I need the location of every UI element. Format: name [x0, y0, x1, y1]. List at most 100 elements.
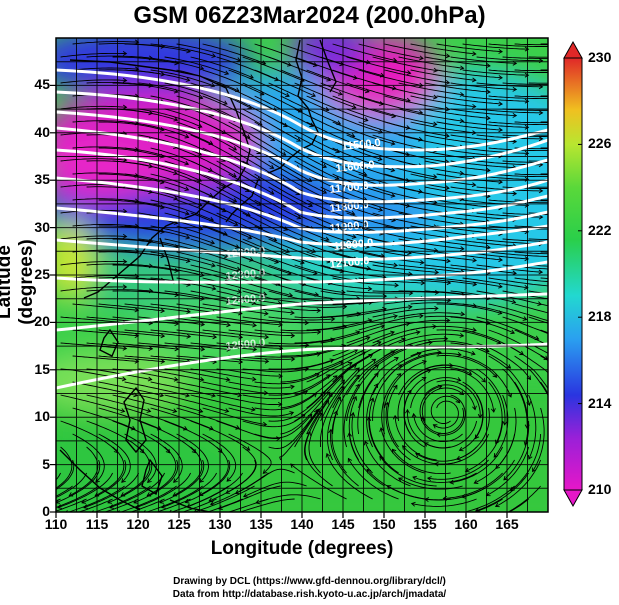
streamline-arrow: [551, 254, 554, 258]
streamline-arrow: [264, 310, 269, 316]
streamline-arrow: [251, 376, 257, 382]
streamline: [410, 199, 476, 212]
streamline-arrow: [160, 333, 166, 339]
streamline-arrow: [591, 157, 595, 161]
streamline-arrow: [459, 332, 465, 338]
streamline: [254, 373, 320, 385]
streamline-arrow: [371, 358, 377, 363]
streamline: [346, 290, 413, 294]
streamline: [528, 56, 548, 58]
streamline-arrow: [511, 299, 517, 305]
streamline-arrow: [173, 478, 178, 483]
height-contour: [56, 206, 548, 247]
streamline: [410, 348, 476, 357]
streamline-arrow: [470, 350, 476, 356]
streamline: [98, 303, 165, 312]
height-contour: [56, 342, 548, 390]
streamline-arrow: [584, 368, 588, 372]
streamline: [462, 173, 529, 180]
streamline: [421, 387, 464, 422]
streamline: [384, 43, 450, 57]
streamline: [320, 238, 385, 257]
streamline-arrow: [139, 448, 145, 454]
streamline-arrow: [524, 72, 530, 78]
streamline: [502, 108, 548, 111]
streamline-arrow: [591, 293, 595, 297]
streamline: [164, 264, 230, 280]
streamline: [208, 459, 257, 502]
streamline-arrow: [412, 475, 417, 481]
streamline-arrow: [255, 499, 261, 505]
streamline-arrow: [245, 187, 250, 193]
streamline-arrow: [160, 308, 166, 314]
streamline-arrow: [173, 116, 179, 122]
streamline: [358, 315, 423, 331]
streamline-arrow: [538, 136, 544, 142]
streamline-arrow: [408, 304, 413, 310]
streamline-arrow: [512, 139, 518, 144]
streamline-arrow: [538, 110, 544, 116]
streamline: [450, 446, 503, 484]
streamline: [254, 69, 316, 97]
streamline-arrow: [415, 452, 420, 458]
streamline: [348, 458, 399, 500]
contour-label: 12200.0: [225, 245, 266, 261]
streamline-arrow: [211, 53, 217, 58]
streamline-arrow: [551, 70, 554, 74]
streamline-arrow: [551, 97, 554, 101]
streamline-arrow: [290, 356, 296, 362]
y-tick-label: 30: [34, 218, 50, 235]
streamline: [450, 368, 495, 413]
streamline-arrow: [405, 178, 411, 183]
x-tick-label: 160: [454, 516, 478, 532]
streamline: [280, 121, 340, 153]
streamline: [326, 453, 373, 500]
streamline: [280, 95, 341, 125]
streamline-arrow: [506, 364, 512, 369]
streamline-arrow: [347, 432, 352, 437]
streamline-arrow: [445, 133, 450, 139]
streamline: [193, 485, 255, 512]
streamline: [437, 394, 466, 436]
streamline: [242, 186, 301, 219]
streamline: [202, 173, 262, 206]
streamline: [60, 52, 127, 58]
streamline: [346, 322, 410, 344]
streamline-arrow: [200, 346, 206, 352]
streamline-arrow: [285, 248, 291, 254]
streamline-arrow: [419, 55, 424, 61]
streamline: [476, 134, 543, 140]
streamline-arrow: [347, 457, 353, 463]
streamline-arrow: [405, 408, 410, 414]
streamline: [462, 121, 529, 128]
streamline: [372, 364, 403, 421]
streamline: [358, 121, 423, 141]
streamline-arrow: [552, 377, 556, 381]
streamline: [294, 56, 358, 79]
streamline: [424, 108, 490, 119]
streamline-arrow: [551, 201, 554, 205]
streamline-arrow: [390, 350, 396, 355]
streamline: [488, 43, 548, 47]
streamline-arrow: [352, 364, 358, 369]
streamline-arrow: [306, 430, 311, 436]
streamline: [138, 108, 202, 128]
streamline: [294, 212, 356, 238]
streamline-arrow: [325, 452, 331, 458]
streamline-arrow: [459, 390, 465, 396]
height-contour: [56, 176, 548, 234]
streamline: [528, 368, 548, 397]
streamline: [150, 433, 183, 483]
streamline: [410, 43, 476, 55]
streamline: [294, 375, 344, 422]
streamline: [255, 494, 321, 504]
streamline-arrow: [486, 519, 490, 523]
colorbar: [563, 40, 583, 508]
y-tick-label: 25: [34, 266, 50, 282]
streamline-arrow: [290, 384, 295, 390]
streamline: [306, 173, 368, 201]
streamline: [164, 394, 229, 412]
streamline-arrow: [13, 510, 17, 514]
streamline-arrow: [351, 104, 357, 110]
streamline: [202, 147, 261, 181]
